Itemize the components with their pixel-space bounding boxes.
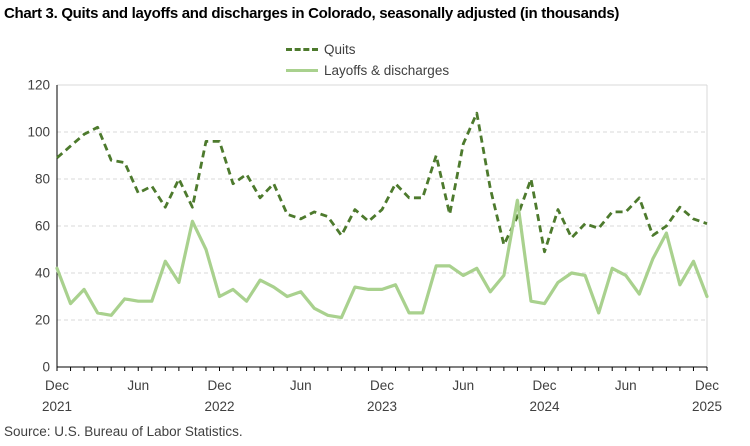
x-tick-label-month: Jun xyxy=(290,378,312,393)
x-tick-label-year: 2023 xyxy=(367,399,397,414)
x-tick-label-month: Jun xyxy=(127,378,149,393)
layoffs-solid-line-icon xyxy=(286,69,318,72)
x-tick-label-month: Dec xyxy=(532,378,556,393)
quits-dashed-line-icon xyxy=(286,48,318,51)
legend-label-layoffs: Layoffs & discharges xyxy=(324,63,450,78)
legend-row-layoffs: Layoffs & discharges xyxy=(286,60,449,81)
chart-title: Chart 3. Quits and layoffs and discharge… xyxy=(4,5,620,22)
x-tick-label-year: 2021 xyxy=(42,399,72,414)
x-tick-label-month: Jun xyxy=(452,378,474,393)
legend-label-quits: Quits xyxy=(324,42,356,57)
quits-line xyxy=(56,111,708,254)
x-tick-label-month: Dec xyxy=(207,378,231,393)
x-tick-label-month: Dec xyxy=(695,378,719,393)
y-tick-label: 80 xyxy=(35,172,50,187)
y-tick-label: 40 xyxy=(35,266,50,281)
legend-row-quits: Quits xyxy=(286,39,449,60)
x-tick-label-year: 2024 xyxy=(529,399,560,414)
legend: Quits Layoffs & discharges xyxy=(286,39,449,81)
y-tick-label: 20 xyxy=(35,313,50,328)
x-tick-label-month: Dec xyxy=(370,378,394,393)
source-text: Source: U.S. Bureau of Labor Statistics. xyxy=(4,424,243,439)
y-tick-label: 0 xyxy=(42,360,50,375)
y-tick-label: 120 xyxy=(27,78,50,93)
x-tick-label-year: 2022 xyxy=(204,399,234,414)
y-tick-label: 100 xyxy=(27,125,50,140)
y-tick-label: 60 xyxy=(35,219,50,234)
x-tick-label-month: Jun xyxy=(615,378,637,393)
x-tick-label-month: Dec xyxy=(45,378,69,393)
layoffs-line xyxy=(55,198,709,320)
x-tick-label-year: 2025 xyxy=(692,399,722,414)
